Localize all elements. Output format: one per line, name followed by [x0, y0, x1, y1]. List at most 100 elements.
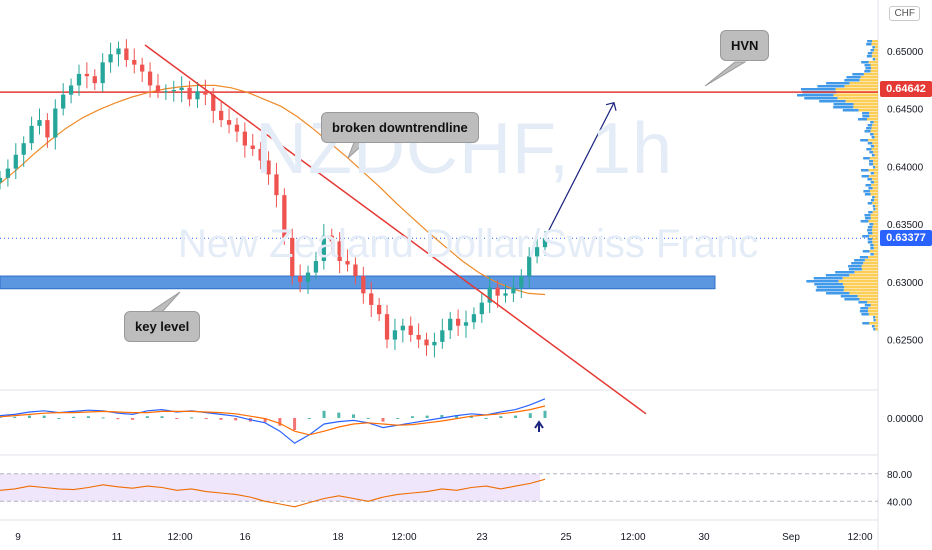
time-tick-label: 16	[239, 532, 251, 543]
candle	[503, 293, 508, 296]
key-level-callout-pointer	[148, 291, 181, 313]
candle	[45, 120, 50, 138]
time-tick-label: 12:00	[847, 532, 872, 543]
candle	[5, 168, 11, 178]
candle	[61, 94, 66, 109]
candle	[29, 125, 34, 144]
macd-bar	[13, 416, 17, 418]
candle	[147, 71, 153, 86]
macd-line	[0, 398, 546, 444]
macd-tick-label: 0.00000	[887, 414, 924, 425]
candle	[298, 276, 303, 282]
macd-bar	[27, 415, 31, 418]
macd-bar	[352, 414, 356, 418]
candle	[76, 73, 82, 86]
candle	[337, 241, 342, 262]
time-tick-label: Sep	[782, 532, 800, 543]
rsi-band	[0, 473, 540, 502]
candle	[108, 54, 113, 63]
candle	[211, 94, 216, 111]
macd-bar	[484, 418, 488, 419]
macd-bar	[366, 418, 370, 419]
candle	[542, 237, 548, 248]
candle	[179, 87, 184, 91]
macd-bar	[322, 410, 326, 418]
last-price-tag: 0.63377	[880, 230, 932, 246]
price-tick-label: 0.64500	[887, 105, 924, 116]
candle	[353, 264, 358, 277]
macd-bar	[101, 417, 105, 419]
candle	[21, 143, 26, 155]
candle	[250, 145, 255, 149]
candle	[448, 318, 453, 331]
projection-arrow	[544, 102, 615, 239]
candle	[400, 325, 405, 331]
price-tick-label: 0.62500	[887, 336, 924, 347]
candle	[519, 276, 524, 288]
candle	[384, 314, 390, 340]
macd-bar	[234, 418, 238, 421]
macd-bar	[499, 416, 503, 418]
price-tick-label: 0.64000	[887, 162, 924, 173]
price-tick-label: 0.65000	[887, 47, 924, 58]
candle	[155, 85, 161, 92]
currency-badge[interactable]: CHF	[889, 6, 920, 21]
candle	[282, 195, 287, 238]
candle	[234, 124, 240, 132]
candle	[140, 64, 145, 72]
candle	[266, 160, 271, 175]
candle	[242, 131, 247, 146]
time-tick-label: 25	[560, 532, 572, 543]
key-level-callout[interactable]: key level	[124, 311, 201, 342]
broken-downtrendline-callout[interactable]: broken downtrendline	[321, 112, 479, 143]
candle	[132, 60, 137, 65]
macd-bar	[440, 415, 444, 418]
candle	[495, 287, 500, 296]
macd-bar	[514, 415, 518, 418]
macd-bar	[204, 418, 208, 419]
candle	[37, 120, 42, 126]
key-level-zone	[0, 275, 716, 290]
hvn-price-tag: 0.64642	[880, 81, 932, 97]
macd-bar	[116, 418, 120, 420]
macd-bar	[410, 416, 414, 418]
candle	[313, 261, 319, 273]
candle	[163, 91, 169, 93]
candle	[100, 62, 105, 84]
macd-bar	[396, 418, 400, 419]
price-tick-label: 0.63000	[887, 278, 924, 289]
rsi-tick-label: 40.00	[887, 497, 912, 508]
candle	[195, 91, 200, 100]
time-tick-label: 11	[112, 532, 123, 543]
candles	[0, 39, 548, 358]
hvn-callout[interactable]: HVN	[720, 30, 770, 61]
candle	[511, 287, 516, 294]
candle	[408, 325, 413, 335]
rsi-line	[0, 478, 546, 508]
candle	[479, 302, 484, 315]
candle	[424, 339, 429, 346]
candle	[369, 293, 374, 305]
candle	[171, 90, 176, 92]
time-tick-label: 30	[698, 532, 710, 543]
volume-profile	[797, 40, 878, 331]
candle	[84, 73, 90, 77]
candle	[321, 235, 326, 262]
candle	[92, 76, 97, 84]
time-tick-label: 12:00	[620, 532, 645, 543]
candle	[329, 235, 334, 242]
candle	[345, 261, 350, 265]
candle	[219, 110, 224, 121]
time-tick-label: 12:00	[391, 532, 416, 543]
candle	[124, 48, 129, 61]
macd-bar	[425, 415, 429, 418]
candle	[53, 108, 58, 138]
candle	[376, 304, 382, 315]
macd-bar	[175, 418, 179, 419]
hvn-callout-pointer	[704, 61, 747, 87]
macd-bar	[543, 410, 547, 418]
time-tick-label: 18	[332, 532, 344, 543]
downtrendline	[144, 44, 647, 415]
macd-bar	[293, 418, 297, 430]
